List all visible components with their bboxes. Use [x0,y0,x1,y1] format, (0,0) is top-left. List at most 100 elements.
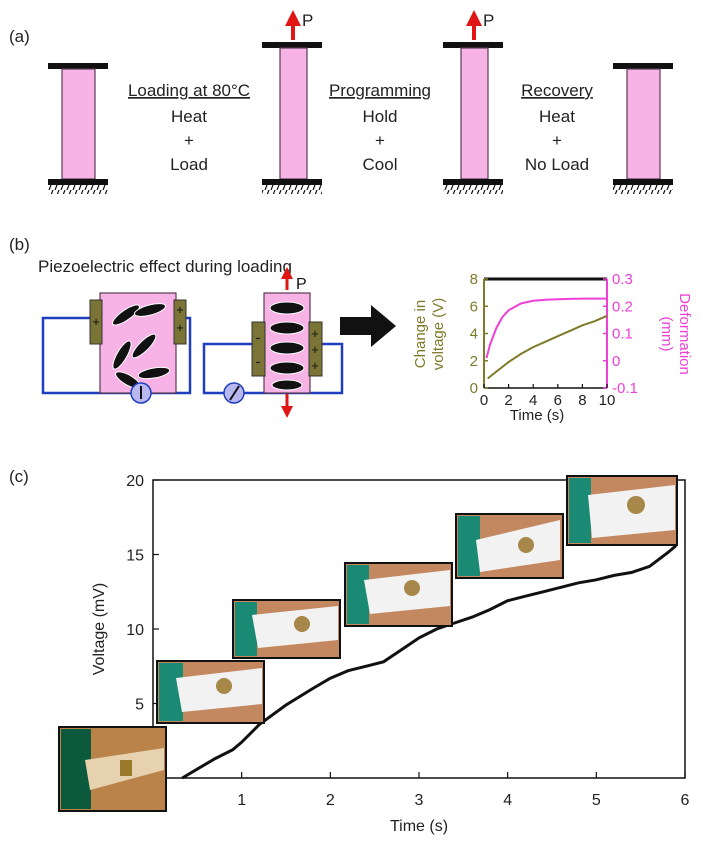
photo-weight [294,616,310,632]
dipole [137,366,171,380]
top-plate [613,63,673,69]
dipole [133,303,167,317]
force-label: P [483,11,494,30]
step-recovery-title: Recovery [521,81,593,100]
chart-b-right-tick-label: 0.1 [612,326,633,343]
chart-c-y-tick-label: 15 [126,548,144,565]
chart-b-left-tick-label: 6 [470,298,478,315]
photo-inset-6 [566,475,678,546]
force-label-b: P [296,276,307,293]
electrode-sign: + [176,320,184,335]
chart-c-x-tick-label: 5 [592,792,601,809]
chart-b-right-tick-label: 0.2 [612,298,633,315]
electrode-sign: - [256,353,261,369]
chart-b-x-tick-label: 2 [504,392,512,409]
chart-b-ylabel-left-2: voltage (V) [430,298,447,371]
dipole [269,321,305,335]
chart-b-xlabel: Time (s) [510,407,564,424]
step-recovery-line-1: Heat [539,107,575,126]
chart-b-left-tick-label: 0 [470,380,478,397]
chart-c-x-tick-label: 4 [503,792,512,809]
specimen-body [61,68,96,180]
step-recovery-line-2: + [552,131,562,150]
step-loading: Loading at 80°C Heat + Load [128,81,250,174]
step-loading-title: Loading at 80°C [128,81,250,100]
top-plate [262,42,322,48]
panel-a-label: (a) [9,27,30,46]
chart-b-ylabel-right-1: Deformation [676,293,693,375]
chart-c-x-tick-label: 1 [237,792,246,809]
chart-b-x-tick-label: 10 [599,392,616,409]
step-loading-line-2: + [184,131,194,150]
chart-c-ylabel: Voltage (mV) [91,583,108,675]
electrode-sign: + [176,302,184,317]
chart-c-xlabel: Time (s) [390,818,448,835]
photo-detail [347,565,369,624]
photo-weight [216,678,232,694]
photo-detail [458,516,480,576]
chart-b-x-tick-label: 6 [554,392,562,409]
deformation-series-line [485,297,607,359]
force-label: P [302,11,313,30]
bottom-plate [262,179,322,185]
photo-weight [518,537,534,553]
ground-hatch [613,185,673,194]
chart-b-left-tick-label: 8 [470,271,478,288]
chart-c-x-tick-label: 3 [415,792,424,809]
photo-inset-5 [455,513,564,579]
electrode-right [308,321,323,377]
photo-detail [61,729,91,809]
step-programming-line-1: Hold [363,107,398,126]
step-loading-line-3: Load [170,155,208,174]
circuit-random: + + + [41,292,192,404]
step-loading-line-1: Heat [171,107,207,126]
dipole [269,341,305,355]
panel-b-label: (b) [9,235,30,254]
specimen-3: P [443,10,503,194]
step-recovery-line-3: No Load [525,155,589,174]
chart-b-x-tick-label: 4 [529,392,537,409]
photo-detail [569,478,591,543]
dipole [271,379,303,391]
photo-inset-1 [58,726,167,812]
chart-b-right-ticks: -0.1 0 0.1 0.2 0.3 [603,271,638,397]
step-recovery: Recovery Heat + No Load [521,81,593,174]
electrode-sign: + [311,342,319,357]
electrode-sign: + [311,326,319,341]
chart-b-frame [484,279,607,388]
photo-inset-3 [232,599,341,659]
bottom-plate [443,179,503,185]
chart-b-ylabel-left-1: Change in [412,300,429,368]
voltage-series-line [181,544,678,780]
photo-detail [235,602,257,656]
step-programming-line-2: + [375,131,385,150]
photo-detail [476,520,560,572]
chart-c-y-tick-label: 20 [126,473,144,490]
top-plate [48,63,108,69]
chart-c-y-tick-label: 10 [126,622,144,639]
step-programming-title: Programming [329,81,431,100]
ground-hatch [443,185,503,194]
chart-b-x-tick-label: 8 [578,392,586,409]
photo-weight [120,760,132,776]
step-programming: Programming Hold + Cool [329,81,431,174]
electrode-sign: - [256,329,261,345]
photo-inset-2 [156,660,265,724]
chart-b-right-tick-label: 0 [612,353,620,370]
chart-c-y-tick-label: 5 [135,697,144,714]
chart-b-left-ticks: 0 2 4 6 8 [470,271,488,397]
specimen-body [279,47,308,180]
meter-needle [229,385,240,401]
electrode-sign: + [92,314,100,329]
specimen-body [460,47,489,180]
chart-b-left-tick-label: 2 [470,353,478,370]
panel-b-title: Piezoelectric effect during loading [38,257,292,276]
panel-c-label: (c) [9,467,29,486]
ground-hatch [262,185,322,194]
photo-weight [404,580,420,596]
electrode-left [251,321,266,377]
result-arrow-icon [340,305,396,347]
